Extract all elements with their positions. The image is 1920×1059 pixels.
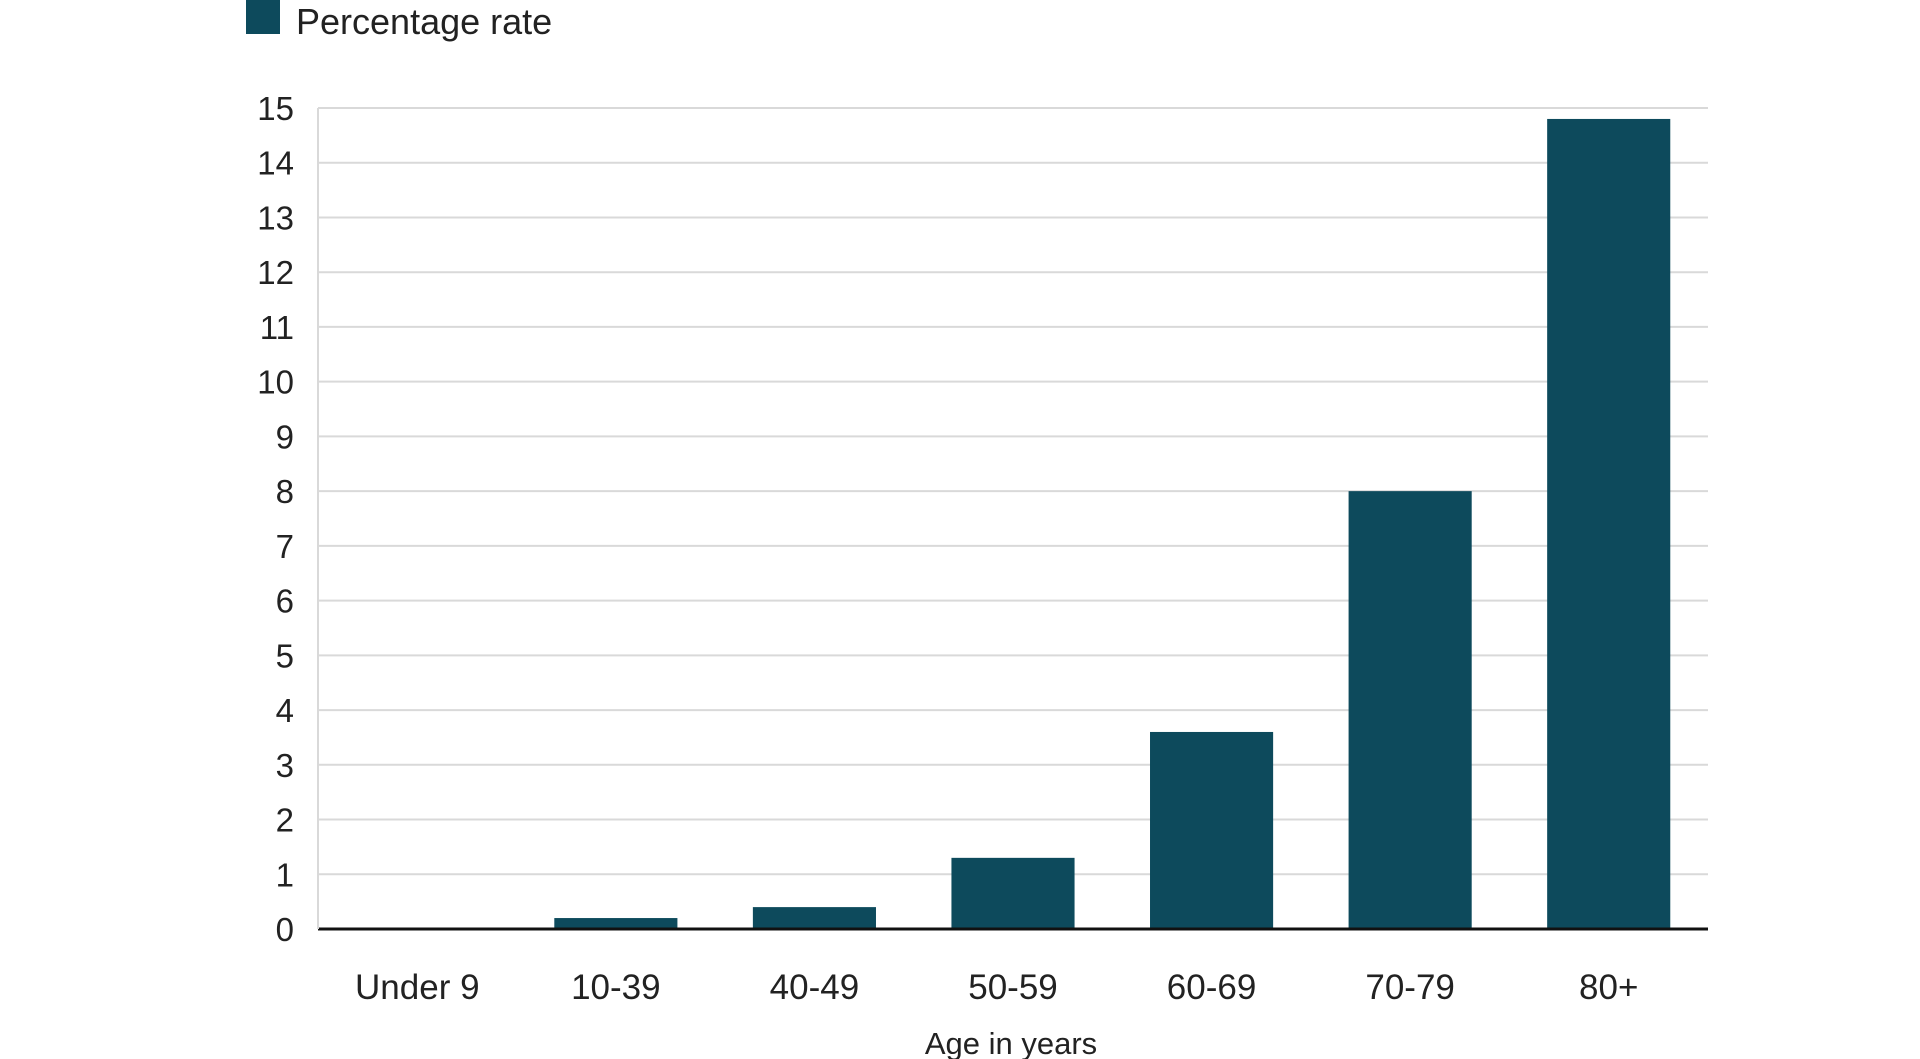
bar (1547, 118, 1671, 930)
y-tick-label: 13 (257, 199, 294, 236)
y-tick-label: 14 (257, 145, 294, 182)
legend: Percentage rate (246, 0, 552, 42)
bar (1150, 731, 1274, 929)
x-tick-label: 80+ (1579, 968, 1638, 1007)
legend-label: Percentage rate (296, 1, 552, 42)
y-tick-label: 5 (276, 637, 294, 674)
x-tick-label: 10-39 (571, 968, 661, 1007)
bar (752, 907, 876, 929)
x-tick-label: Under 9 (355, 968, 480, 1007)
y-tick-label: 9 (276, 418, 294, 455)
bars (554, 118, 1671, 930)
y-tick-label: 10 (257, 364, 294, 401)
y-tick-label: 2 (276, 802, 294, 839)
y-tick-label: 3 (276, 747, 294, 784)
legend-swatch (246, 0, 280, 34)
y-tick-label: 6 (276, 583, 294, 620)
x-tick-label: 70-79 (1365, 968, 1455, 1007)
x-axis-labels: Under 9 10-39 40-49 50-59 60-69 70-79 80+ (355, 968, 1638, 1007)
bar (1348, 491, 1472, 929)
y-tick-label: 7 (276, 528, 294, 565)
bar (951, 857, 1075, 929)
bar (554, 918, 678, 929)
x-tick-label: 50-59 (968, 968, 1058, 1007)
x-axis-title: Age in years (925, 1026, 1097, 1059)
y-tick-label: 1 (276, 856, 294, 893)
y-tick-label: 12 (257, 254, 294, 291)
y-tick-label: 15 (257, 90, 294, 127)
y-tick-label: 0 (276, 911, 294, 948)
gridlines (318, 107, 1708, 876)
y-tick-label: 4 (276, 692, 294, 729)
x-tick-label: 60-69 (1167, 968, 1257, 1007)
y-tick-label: 11 (260, 309, 294, 346)
x-tick-label: 40-49 (770, 968, 860, 1007)
y-tick-label: 8 (276, 473, 294, 510)
